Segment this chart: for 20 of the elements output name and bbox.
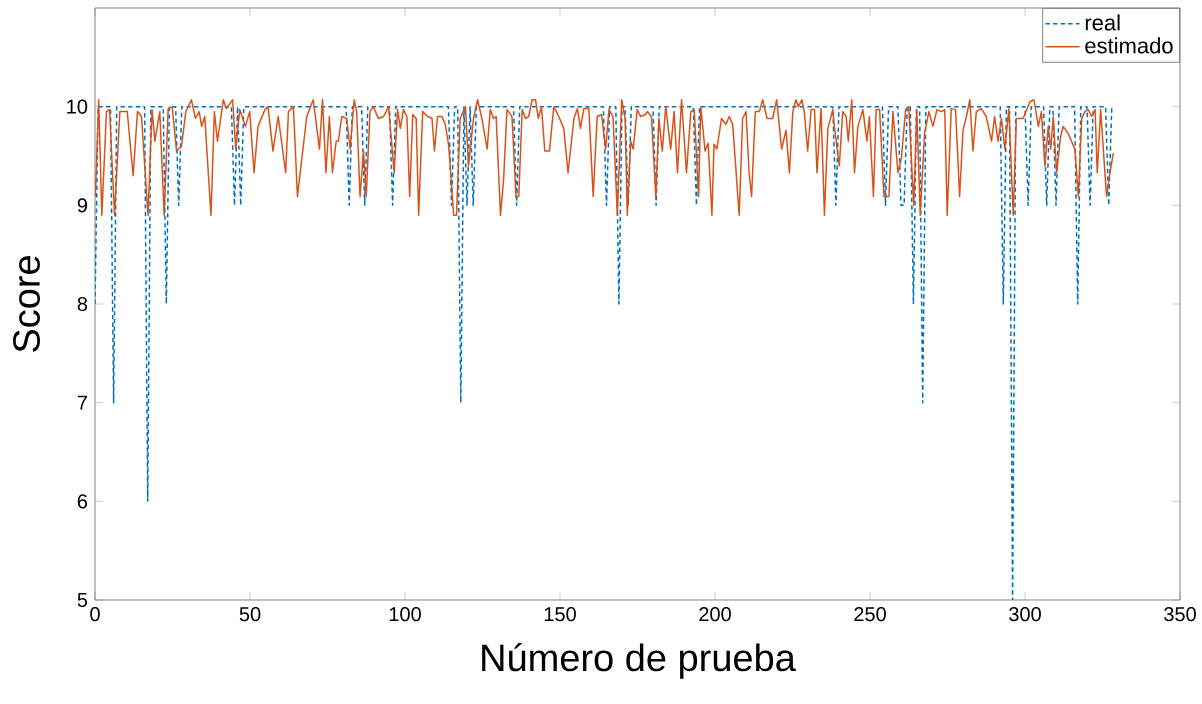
y-tick-label: 7 [77, 395, 87, 410]
line-series [95, 99, 1115, 216]
y-tick-label: 6 [77, 494, 88, 509]
x-tick-label: 300 [1009, 607, 1041, 622]
legend-label: estimado [1085, 37, 1173, 54]
y-tick-label: 9 [77, 198, 88, 213]
x-tick-label: 350 [1164, 607, 1196, 622]
line-series [95, 105, 1113, 600]
x-tick-label: 200 [699, 607, 731, 622]
y-tick-label: 5 [77, 593, 88, 607]
y-tick-label: 10 [67, 99, 88, 114]
x-tick-label: 50 [239, 607, 261, 622]
y-tick-label: 8 [77, 296, 88, 312]
x-tick-label: 100 [389, 607, 421, 622]
x-tick-label: 0 [90, 607, 100, 622]
y-axis-title: Score [13, 256, 40, 352]
x-tick-label: 250 [854, 607, 886, 622]
x-axis-title: Número de prueba [482, 642, 796, 679]
legend-label: real [1085, 14, 1120, 31]
x-tick-label: 150 [544, 607, 576, 622]
